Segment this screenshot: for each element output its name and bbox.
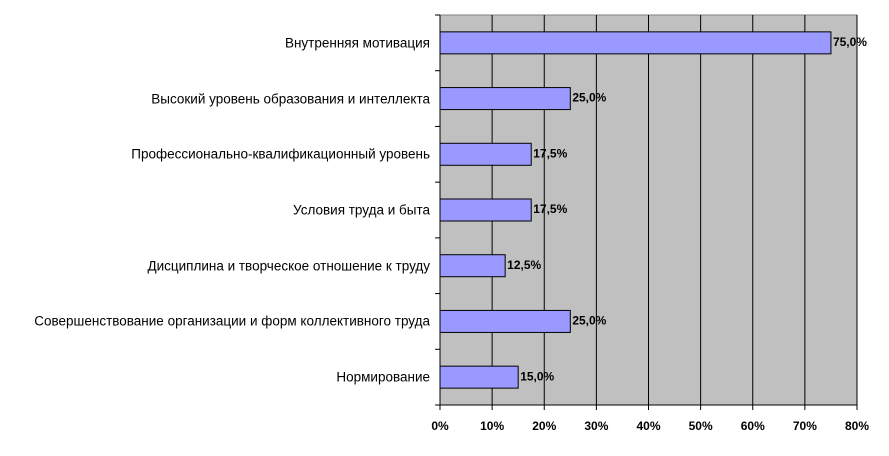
x-tick-label: 40% <box>636 419 660 433</box>
bar <box>439 198 532 222</box>
x-tick-label: 60% <box>741 419 765 433</box>
category-label: Нормирование <box>336 369 430 385</box>
value-label: 17,5% <box>533 146 567 160</box>
x-tick-label: 20% <box>532 419 556 433</box>
value-label: 25,0% <box>572 314 606 328</box>
x-tick-label: 30% <box>584 419 608 433</box>
x-tick-label: 80% <box>845 419 869 433</box>
bar <box>439 142 532 166</box>
bar <box>439 365 519 389</box>
bar <box>439 87 571 111</box>
category-label: Дисциплина и творческое отношение к труд… <box>147 258 430 274</box>
category-label: Высокий уровень образования и интеллекта <box>151 91 430 107</box>
value-label: 12,5% <box>507 258 541 272</box>
x-tick-label: 50% <box>689 419 713 433</box>
value-label: 15,0% <box>520 369 554 383</box>
bar <box>439 254 506 278</box>
x-tick-label: 10% <box>480 419 504 433</box>
x-tick-label: 0% <box>431 419 449 433</box>
value-label: 25,0% <box>572 91 606 105</box>
value-label: 75,0% <box>833 35 867 49</box>
bar <box>439 309 571 333</box>
bar <box>439 31 832 55</box>
category-label: Совершенствование организации и форм кол… <box>34 313 430 329</box>
x-tick-label: 70% <box>793 419 817 433</box>
category-label: Условия труда и быта <box>293 202 430 218</box>
category-label: Внутренняя мотивация <box>284 35 430 51</box>
value-label: 17,5% <box>533 202 567 216</box>
category-label: Профессионально-квалификационный уровень <box>131 146 430 162</box>
